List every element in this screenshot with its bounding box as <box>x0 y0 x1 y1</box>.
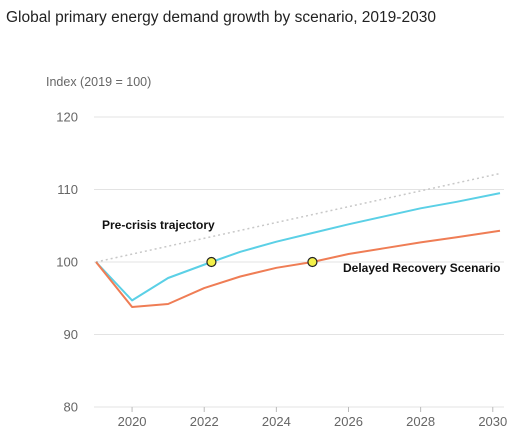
chart-title: Global primary energy demand growth by s… <box>6 9 436 26</box>
annotation-pre-crisis: Pre-crisis trajectory <box>102 218 215 232</box>
y-axis-label: Index (2019 = 100) <box>46 75 151 89</box>
marker-point-1 <box>307 256 318 268</box>
y-tick-labels: 80 90 100 110 120 <box>56 110 78 415</box>
series-line-0 <box>95 172 501 263</box>
series-lines <box>95 172 501 308</box>
crossing-markers <box>206 256 318 268</box>
y-tick-80: 80 <box>64 400 78 415</box>
y-tick-120: 120 <box>56 110 78 125</box>
series-line-1 <box>95 192 501 302</box>
y-tick-110: 110 <box>57 182 78 197</box>
x-tick-2028: 2028 <box>406 414 435 429</box>
marker-point-0 <box>206 256 217 268</box>
y-tick-90: 90 <box>64 327 78 342</box>
x-tick-labels: 2020 2022 2024 2026 2028 2030 <box>118 407 507 429</box>
y-tick-100: 100 <box>56 255 78 270</box>
x-tick-2030: 2030 <box>478 414 507 429</box>
x-tick-2020: 2020 <box>118 414 147 429</box>
x-tick-2022: 2022 <box>190 414 219 429</box>
x-tick-2026: 2026 <box>334 414 363 429</box>
x-tick-2024: 2024 <box>262 414 291 429</box>
series-line-2 <box>95 229 501 308</box>
annotation-delayed-recovery: Delayed Recovery Scenario <box>343 261 500 275</box>
grid-lines <box>94 116 504 408</box>
